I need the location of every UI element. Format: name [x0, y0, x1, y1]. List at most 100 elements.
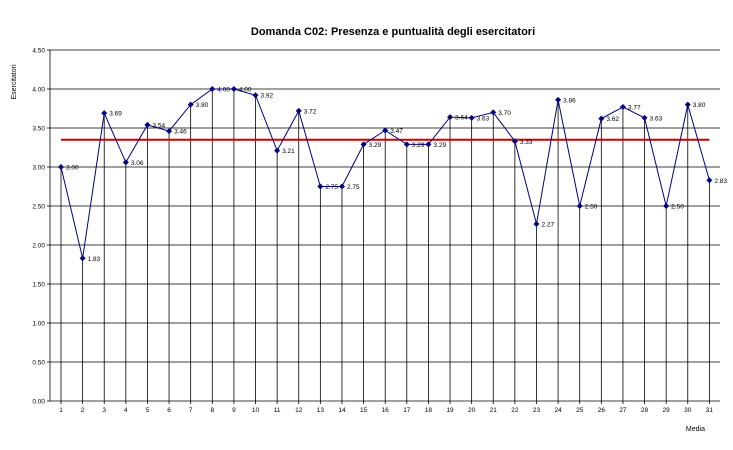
data-point — [252, 92, 259, 99]
data-label: 3.06 — [131, 160, 144, 167]
data-point — [79, 255, 86, 262]
data-point — [403, 141, 410, 148]
series-group — [58, 86, 713, 262]
data-label: 3.62 — [606, 116, 619, 123]
y-tick-label: 2.50 — [32, 204, 45, 211]
data-label: 4.00 — [239, 87, 252, 94]
data-point — [338, 183, 345, 190]
data-label: 2.83 — [714, 178, 727, 185]
data-point — [317, 183, 324, 190]
x-tick-label: 28 — [641, 407, 649, 414]
data-label: 3.29 — [433, 142, 446, 149]
x-tick-label: 12 — [295, 407, 303, 414]
data-label: 3.29 — [412, 142, 425, 149]
x-tick-label: 25 — [576, 407, 584, 414]
drop-lines — [60, 89, 710, 401]
data-point — [706, 177, 713, 184]
y-tick-label: 3.00 — [32, 165, 45, 172]
y-axis-label: Esercitatori — [11, 64, 18, 99]
x-tick-label: 7 — [189, 407, 193, 414]
x-tick-label: 29 — [663, 407, 671, 414]
data-point — [230, 86, 237, 92]
data-point — [684, 101, 691, 108]
data-point — [425, 141, 432, 148]
x-tick-label: 11 — [274, 407, 281, 414]
x-tick-label: 14 — [338, 407, 346, 414]
data-point — [641, 114, 648, 121]
x-tick-label: 19 — [446, 407, 454, 414]
axes: 0.00 0.50 1.00 1.50 2.00 2.50 3.00 3.50 4.00 4.50… — [32, 48, 720, 414]
data-label: 2.27 — [541, 221, 554, 228]
data-label: 2.50 — [671, 204, 684, 211]
data-point — [274, 147, 281, 154]
data-point — [360, 141, 367, 148]
data-label: 3.33 — [520, 139, 533, 146]
data-label: 3.54 — [152, 122, 165, 129]
data-label: 3.69 — [109, 111, 122, 118]
y-tick-label: 1.00 — [32, 321, 45, 328]
data-point — [382, 127, 389, 134]
x-tick-label: 10 — [252, 407, 260, 414]
data-point — [58, 164, 64, 170]
data-label: 3.80 — [196, 102, 209, 109]
data-label: 1.83 — [88, 256, 101, 263]
data-point — [490, 109, 497, 116]
data-label: 3.21 — [282, 148, 295, 155]
x-tick-label: 9 — [232, 407, 236, 414]
data-point — [187, 101, 194, 108]
data-point — [447, 114, 454, 121]
x-tick-label: 16 — [382, 407, 390, 414]
data-point — [619, 103, 626, 110]
data-label: 3.00 — [66, 165, 79, 172]
x-tick-label: 22 — [511, 407, 519, 414]
data-point — [533, 220, 540, 227]
data-point — [101, 110, 108, 117]
x-tick-label: 17 — [403, 407, 411, 414]
data-label: 3.63 — [477, 115, 490, 122]
y-tick-label: 4.50 — [32, 48, 45, 55]
data-label: 3.92 — [261, 93, 274, 100]
data-label: 3.46 — [174, 129, 187, 136]
y-tick-label: 4.00 — [32, 87, 45, 94]
y-tick-label: 0.00 — [32, 399, 45, 406]
y-tick-label: 2.00 — [32, 243, 45, 250]
x-tick-label: 26 — [598, 407, 606, 414]
x-tick-label: 27 — [619, 407, 627, 414]
x-tick-label: 13 — [317, 407, 325, 414]
data-point — [295, 107, 302, 114]
data-label: 4.00 — [217, 87, 230, 94]
x-tick-label: 30 — [684, 407, 692, 414]
data-point — [598, 115, 605, 122]
x-tick-label: 8 — [210, 407, 214, 414]
data-label: 3.47 — [390, 128, 403, 135]
x-tick-label: 23 — [533, 407, 541, 414]
data-label: 2.50 — [585, 204, 598, 211]
data-point — [209, 86, 216, 92]
data-point — [511, 138, 518, 145]
data-point — [144, 121, 151, 128]
data-label: 3.70 — [498, 110, 511, 117]
x-tick-label: 4 — [124, 407, 128, 414]
y-tick-label: 0.50 — [32, 360, 45, 367]
data-point — [166, 128, 173, 135]
x-tick-label: 18 — [425, 407, 433, 414]
data-label: 3.72 — [304, 108, 317, 115]
data-point — [555, 96, 562, 103]
y-tick-label: 1.50 — [32, 282, 45, 289]
x-tick-label: 31 — [706, 407, 714, 414]
data-point — [122, 159, 129, 166]
x-tick-label: 21 — [490, 407, 498, 414]
y-tick-label: 3.50 — [32, 126, 45, 133]
data-label: 3.29 — [369, 142, 382, 149]
x-tick-label: 20 — [468, 407, 476, 414]
x-tick-label: 3 — [102, 407, 106, 414]
x-tick-label: 6 — [167, 407, 171, 414]
x-tick-label: 15 — [360, 407, 368, 414]
x-tick-label: 1 — [59, 407, 63, 414]
data-label: 3.63 — [650, 115, 663, 122]
x-tick-label: 24 — [554, 407, 562, 414]
data-label: 2.75 — [325, 184, 338, 191]
data-label: 3.77 — [628, 104, 641, 111]
chart-title: Domanda C02: Presenza e puntualità degli… — [251, 26, 535, 38]
